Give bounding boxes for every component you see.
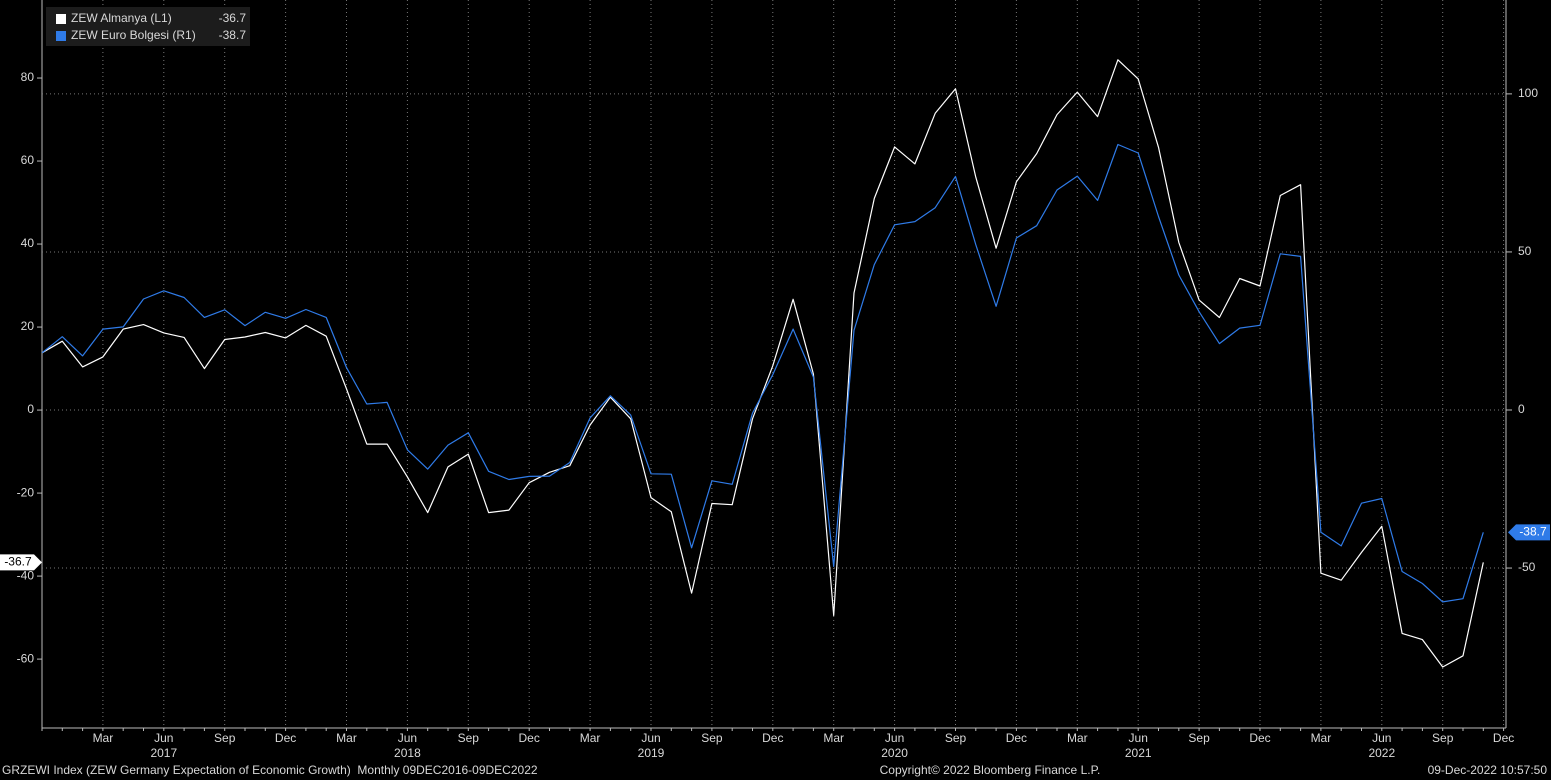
legend-value: -36.7 bbox=[219, 11, 247, 25]
x-tick-label: Jun bbox=[885, 731, 904, 745]
x-tick-label: Dec bbox=[519, 731, 540, 745]
x-tick-label: Sep bbox=[1432, 731, 1454, 745]
legend-label: ZEW Euro Bolgesi (R1) bbox=[71, 28, 196, 42]
x-tick-label: Mar bbox=[93, 731, 114, 745]
x-tick-label: Mar bbox=[580, 731, 601, 745]
y-tick-label: -60 bbox=[17, 651, 35, 665]
legend-box bbox=[46, 7, 250, 46]
legend-swatch bbox=[56, 31, 66, 41]
x-tick-label: Dec bbox=[1493, 731, 1514, 745]
y-tick-label: -40 bbox=[17, 568, 35, 582]
year-label: 2021 bbox=[1125, 746, 1152, 760]
x-tick-label: Sep bbox=[214, 731, 236, 745]
y-tick-label: 40 bbox=[21, 236, 35, 250]
x-tick-label: Jun bbox=[398, 731, 417, 745]
y-tick-label: 60 bbox=[21, 153, 35, 167]
x-tick-label: Sep bbox=[1188, 731, 1210, 745]
value-tag bbox=[0, 554, 42, 571]
value-tag-label: -36.7 bbox=[4, 555, 32, 569]
y2-tick-label: 100 bbox=[1518, 86, 1538, 100]
x-tick-label: Dec bbox=[275, 731, 296, 745]
y2-tick-label: 50 bbox=[1518, 244, 1532, 258]
x-tick-label: Mar bbox=[1311, 731, 1332, 745]
y-tick-label: 20 bbox=[21, 319, 35, 333]
series-line bbox=[41, 59, 1484, 668]
x-tick-label: Sep bbox=[945, 731, 967, 745]
year-label: 2022 bbox=[1368, 746, 1395, 760]
x-tick-label: Sep bbox=[701, 731, 723, 745]
y2-tick-label: 0 bbox=[1518, 402, 1525, 416]
year-label: 2017 bbox=[150, 746, 177, 760]
x-tick-label: Jun bbox=[1129, 731, 1148, 745]
x-tick-label: Dec bbox=[1249, 731, 1270, 745]
year-label: 2018 bbox=[394, 746, 421, 760]
x-tick-label: Dec bbox=[1006, 731, 1027, 745]
value-tag bbox=[1508, 524, 1550, 541]
footer-right: 09-Dec-2022 10:57:50 bbox=[1428, 763, 1548, 777]
x-tick-label: Sep bbox=[458, 731, 480, 745]
y-tick-label: -20 bbox=[17, 485, 35, 499]
x-tick-label: Jun bbox=[641, 731, 660, 745]
x-tick-label: Mar bbox=[823, 731, 844, 745]
value-tag-label: -38.7 bbox=[1519, 525, 1547, 539]
legend-value: -38.7 bbox=[219, 28, 247, 42]
y-tick-label: 80 bbox=[21, 70, 35, 84]
legend-swatch bbox=[56, 14, 66, 24]
x-tick-label: Mar bbox=[336, 731, 357, 745]
x-tick-label: Dec bbox=[762, 731, 783, 745]
year-label: 2019 bbox=[638, 746, 665, 760]
x-tick-label: Jun bbox=[154, 731, 173, 745]
year-label: 2020 bbox=[881, 746, 908, 760]
series-line bbox=[41, 143, 1484, 603]
y2-tick-label: -50 bbox=[1518, 560, 1536, 574]
legend-label: ZEW Almanya (L1) bbox=[71, 11, 172, 25]
x-tick-label: Mar bbox=[1067, 731, 1088, 745]
y-tick-label: 0 bbox=[27, 402, 34, 416]
footer-left: GRZEWI Index (ZEW Germany Expectation of… bbox=[2, 763, 538, 777]
x-tick-label: Jun bbox=[1372, 731, 1391, 745]
footer-center: Copyright© 2022 Bloomberg Finance L.P. bbox=[880, 763, 1101, 777]
